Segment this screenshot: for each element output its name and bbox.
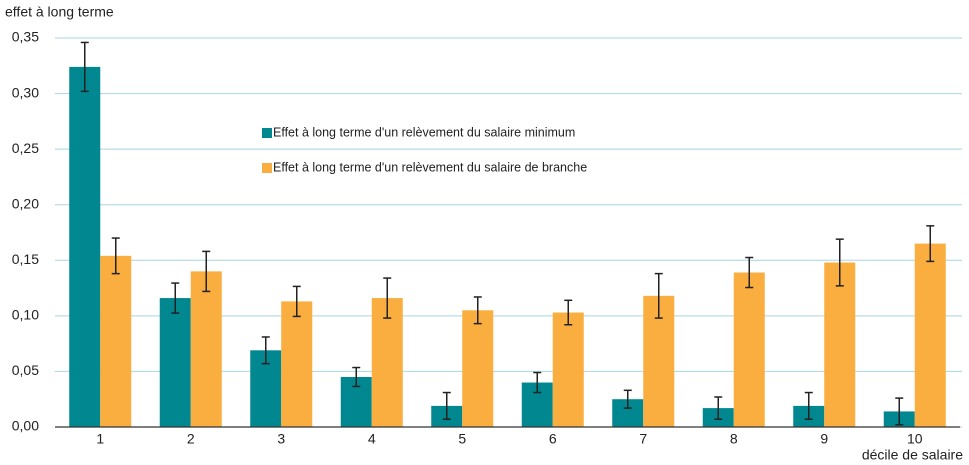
error-bar [383,277,392,319]
error-bar [623,389,632,409]
y-tick-label: 0,15 [12,251,39,267]
legend-swatch [262,128,272,138]
bar [190,271,222,427]
bar [462,310,494,427]
bar [914,243,946,427]
error-bar [111,237,120,275]
error-bar [261,336,270,365]
legend: Effet à long terme d'un relèvement du sa… [262,125,587,174]
error-bar [654,272,663,319]
x-tick-label: 3 [277,431,285,447]
bar [733,272,765,427]
error-bar [714,396,723,420]
y-tick-label: 0,10 [12,307,39,323]
y-tick-label: 0,00 [12,418,39,434]
x-axis-label: décile de salaire [862,447,963,463]
y-tick-label: 0,25 [12,140,39,156]
error-bar [171,282,180,314]
bar [69,66,101,427]
error-bar [835,238,844,287]
error-bar [442,391,451,420]
bar [100,255,132,427]
error-bar [564,299,573,326]
legend-swatch [262,163,272,173]
y-tick-label: 0,30 [12,84,39,100]
error-bar [202,250,211,293]
bar [552,312,584,427]
error-bar [80,41,89,93]
error-bar [745,256,754,289]
x-tick-label: 2 [187,431,195,447]
bar [371,298,403,427]
error-bar [352,366,361,388]
x-tick-label: 10 [907,431,923,447]
y-axis-label: effet à long terme [5,4,114,20]
x-tick-label: 8 [730,431,738,447]
y-tick-label: 0,35 [12,29,39,45]
error-bar [533,371,542,394]
x-tick-label: 7 [639,431,647,447]
x-tick-label: 1 [96,431,104,447]
x-tick-label: 5 [458,431,466,447]
bar [159,298,191,427]
bar [281,301,313,427]
legend-label: Effet à long terme d'un relèvement du sa… [273,160,587,174]
x-tick-label: 4 [368,431,376,447]
y-tick-label: 0,20 [12,195,39,211]
x-tick-label: 6 [549,431,557,447]
error-bar [926,225,935,263]
error-bar [804,391,813,420]
legend-label: Effet à long terme d'un relèvement du sa… [273,125,575,139]
error-bar [292,285,301,318]
y-tick-label: 0,05 [12,362,39,378]
error-bar [895,397,904,426]
error-bar [473,296,482,325]
bar [824,262,856,427]
x-tick-label: 9 [820,431,828,447]
